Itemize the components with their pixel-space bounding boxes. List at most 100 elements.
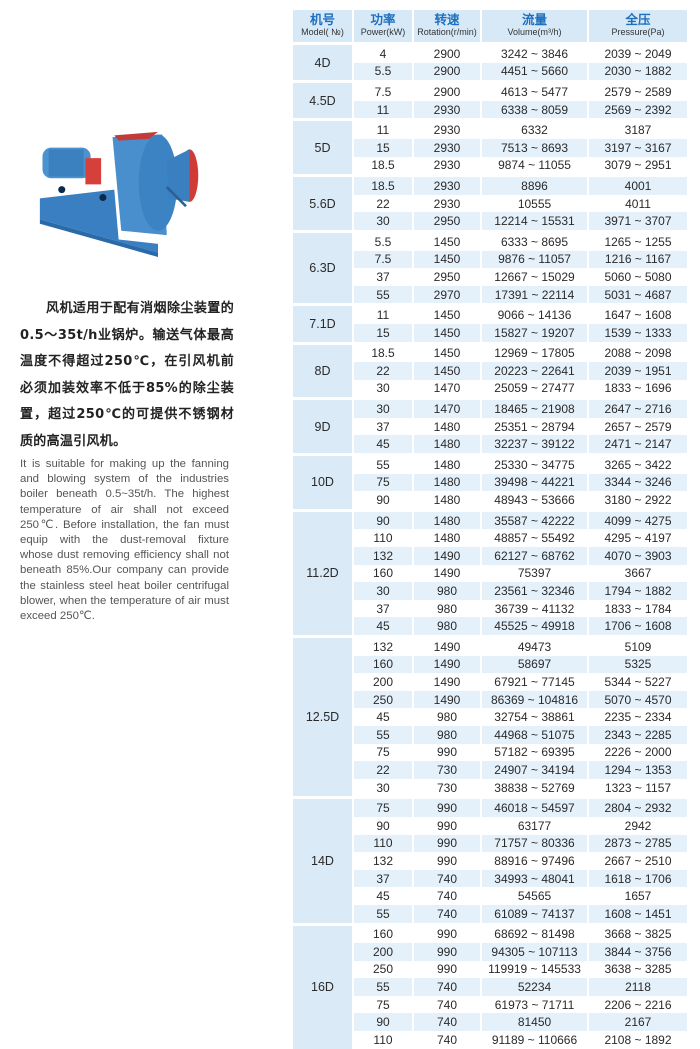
rotation-cell: 990 <box>413 743 482 762</box>
rotation-cell: 1480 <box>413 435 482 455</box>
table-row: 7.5 1450 9876 ~ 11057 1216 ~ 1167 <box>293 250 687 269</box>
pressure-cell: 2343 ~ 2285 <box>588 725 687 744</box>
model-cell: 5D <box>293 118 354 176</box>
header-power: 功率 Power(kW) <box>353 10 414 45</box>
pressure-cell: 2039 ~ 1951 <box>588 362 687 380</box>
table-row: 5.6D 18.5 2930 8896 4001 <box>293 174 687 232</box>
description-chinese: 风机适用于配有消烟除尘装置的0.5～35t/h业锅炉。输送气体最高温度不得超过2… <box>20 301 234 449</box>
volume-cell: 10555 <box>481 194 589 213</box>
table-row: 22 1450 20223 ~ 22641 2039 ~ 1951 <box>293 362 687 380</box>
power-cell: 160 <box>353 655 414 674</box>
rotation-cell: 2930 <box>413 194 482 213</box>
table-row: 200 1490 67921 ~ 77145 5344 ~ 5227 <box>293 673 687 691</box>
power-cell: 22 <box>353 761 414 779</box>
header-label-en: Volume(m³/h) <box>507 27 562 37</box>
volume-cell: 63177 <box>481 816 589 835</box>
volume-cell: 46018 ~ 54597 <box>481 796 589 817</box>
model-cell: 4.5D <box>293 80 354 120</box>
pressure-cell: 3638 ~ 3285 <box>604 962 672 977</box>
volume-cell: 7513 ~ 8693 <box>481 138 589 157</box>
rotation-cell: 1480 <box>413 491 482 511</box>
volume-cell: 8896 <box>481 174 589 195</box>
power-cell: 11 <box>353 100 414 120</box>
power-cell: 160 <box>353 922 414 944</box>
pressure-cell: 2118 <box>588 978 687 996</box>
pressure-cell: 2088 ~ 2098 <box>588 341 687 363</box>
table-row: 11 2930 6338 ~ 8059 2569 ~ 2392 <box>293 100 687 120</box>
table-row: 110 990 71757 ~ 80336 2873 ~ 2785 <box>293 834 687 853</box>
pressure-cell: 2039 ~ 2049 <box>588 41 687 63</box>
model-cell: 7.1D <box>293 303 354 343</box>
rotation-cell: 2930 <box>413 100 482 120</box>
header-label-en: Power(kW) <box>360 27 406 37</box>
rotation-cell: 990 <box>413 816 482 835</box>
table-row: 6.3D 5.5 1450 6333 ~ 8695 1265 ~ 1255 <box>293 229 687 305</box>
power-cell: 45 <box>353 887 414 905</box>
power-cell: 90 <box>353 491 414 511</box>
rotation-cell: 980 <box>413 617 482 637</box>
rotation-cell: 2970 <box>413 285 482 305</box>
power-cell: 45 <box>353 617 414 637</box>
volume-cell: 44968 ~ 51075 <box>481 725 589 744</box>
table-row: 132 1490 62127 ~ 68762 4070 ~ 3903 <box>293 547 687 565</box>
pressure-cell: 1216 ~ 1167 <box>588 250 687 269</box>
rotation-cell: 1470 <box>413 397 482 418</box>
volume-cell: 68692 ~ 81498 <box>481 922 589 944</box>
volume-cell: 15827 ~ 19207 <box>481 323 589 343</box>
volume-cell: 4451 ~ 5660 <box>481 62 589 82</box>
volume-cell: 18465 ~ 21908 <box>481 397 589 418</box>
table-row: 16D 160 990 68692 ~ 81498 3668 ~ 3825 <box>293 922 687 1049</box>
table-row: 55 980 44968 ~ 51075 2343 ~ 2285 <box>293 725 687 744</box>
volume-cell: 32754 ~ 38861 <box>481 708 589 726</box>
pressure-cell: 5031 ~ 4687 <box>588 285 687 305</box>
power-cell: 15 <box>353 323 414 343</box>
power-cell: 11 <box>353 303 414 324</box>
table-row: 18.5 2930 9874 ~ 11055 3079 ~ 2951 <box>293 156 687 176</box>
volume-cell: 34993 ~ 48041 <box>481 869 589 888</box>
table-row: 14D 75 990 46018 ~ 54597 2804 ~ 2932 <box>293 796 687 924</box>
pressure-cell: 2471 ~ 2147 <box>588 435 687 455</box>
table-row: 37 1480 25351 ~ 28794 2657 ~ 2579 <box>293 417 687 436</box>
table-row: 160 1490 75397 3667 <box>293 564 687 583</box>
pressure-cell: 2235 ~ 2334 <box>604 710 672 725</box>
rotation-cell: 740 <box>413 978 482 996</box>
pressure-cell: 3667 <box>624 566 652 581</box>
pressure-cell: 2942 <box>624 818 652 833</box>
table-row: 90 1480 48943 ~ 53666 3180 ~ 2922 <box>293 491 687 511</box>
model-cell: 11.2D <box>293 508 354 637</box>
rotation-cell: 1450 <box>413 323 482 343</box>
power-cell: 110 <box>353 1031 414 1049</box>
table-row: 37 2950 12667 ~ 15029 5060 ~ 5080 <box>293 268 687 286</box>
pressure-cell: 2667 ~ 2510 <box>604 853 672 868</box>
volume-cell: 94305 ~ 107113 <box>481 943 589 961</box>
model-cell: 5.6D <box>293 174 354 232</box>
power-cell: 4 <box>353 41 414 63</box>
table-row: 8D 18.5 1450 12969 ~ 17805 2088 ~ 2098 <box>293 341 687 399</box>
model-cell: 4D <box>293 41 354 82</box>
power-cell: 110 <box>353 834 414 853</box>
rotation-cell: 990 <box>413 796 482 817</box>
rotation-cell: 990 <box>413 943 482 961</box>
pressure-cell: 2569 ~ 2392 <box>588 100 687 120</box>
rotation-cell: 2900 <box>413 80 482 101</box>
pressure-cell: 3079 ~ 2951 <box>604 158 672 173</box>
table-row: 10D 55 1480 25330 ~ 34775 3265 ~ 3422 <box>293 453 687 511</box>
pressure-cell: 5060 ~ 5080 <box>604 269 672 284</box>
power-cell: 55 <box>353 904 414 924</box>
table-row: 75 990 57182 ~ 69395 2226 ~ 2000 <box>293 743 687 762</box>
power-cell: 7.5 <box>353 80 414 101</box>
volume-cell: 71757 ~ 80336 <box>481 834 589 853</box>
pressure-cell: 1294 ~ 1353 <box>588 761 687 779</box>
volume-cell: 67921 ~ 77145 <box>481 673 589 691</box>
table-row: 37 980 36739 ~ 41132 1833 ~ 1784 <box>293 599 687 618</box>
volume-cell: 39498 ~ 44221 <box>481 473 589 492</box>
model-cell: 12.5D <box>293 634 354 798</box>
table-row: 15 1450 15827 ~ 19207 1539 ~ 1333 <box>293 323 687 343</box>
pressure-cell: 1618 ~ 1706 <box>588 869 687 888</box>
table-row: 110 740 91189 ~ 110666 2108 ~ 1892 <box>293 1031 687 1049</box>
power-cell: 75 <box>353 796 414 817</box>
power-cell: 250 <box>353 690 414 709</box>
header-label-en: Rotation(r/min) <box>417 27 477 37</box>
power-cell: 75 <box>353 743 414 762</box>
power-cell: 132 <box>353 634 414 656</box>
